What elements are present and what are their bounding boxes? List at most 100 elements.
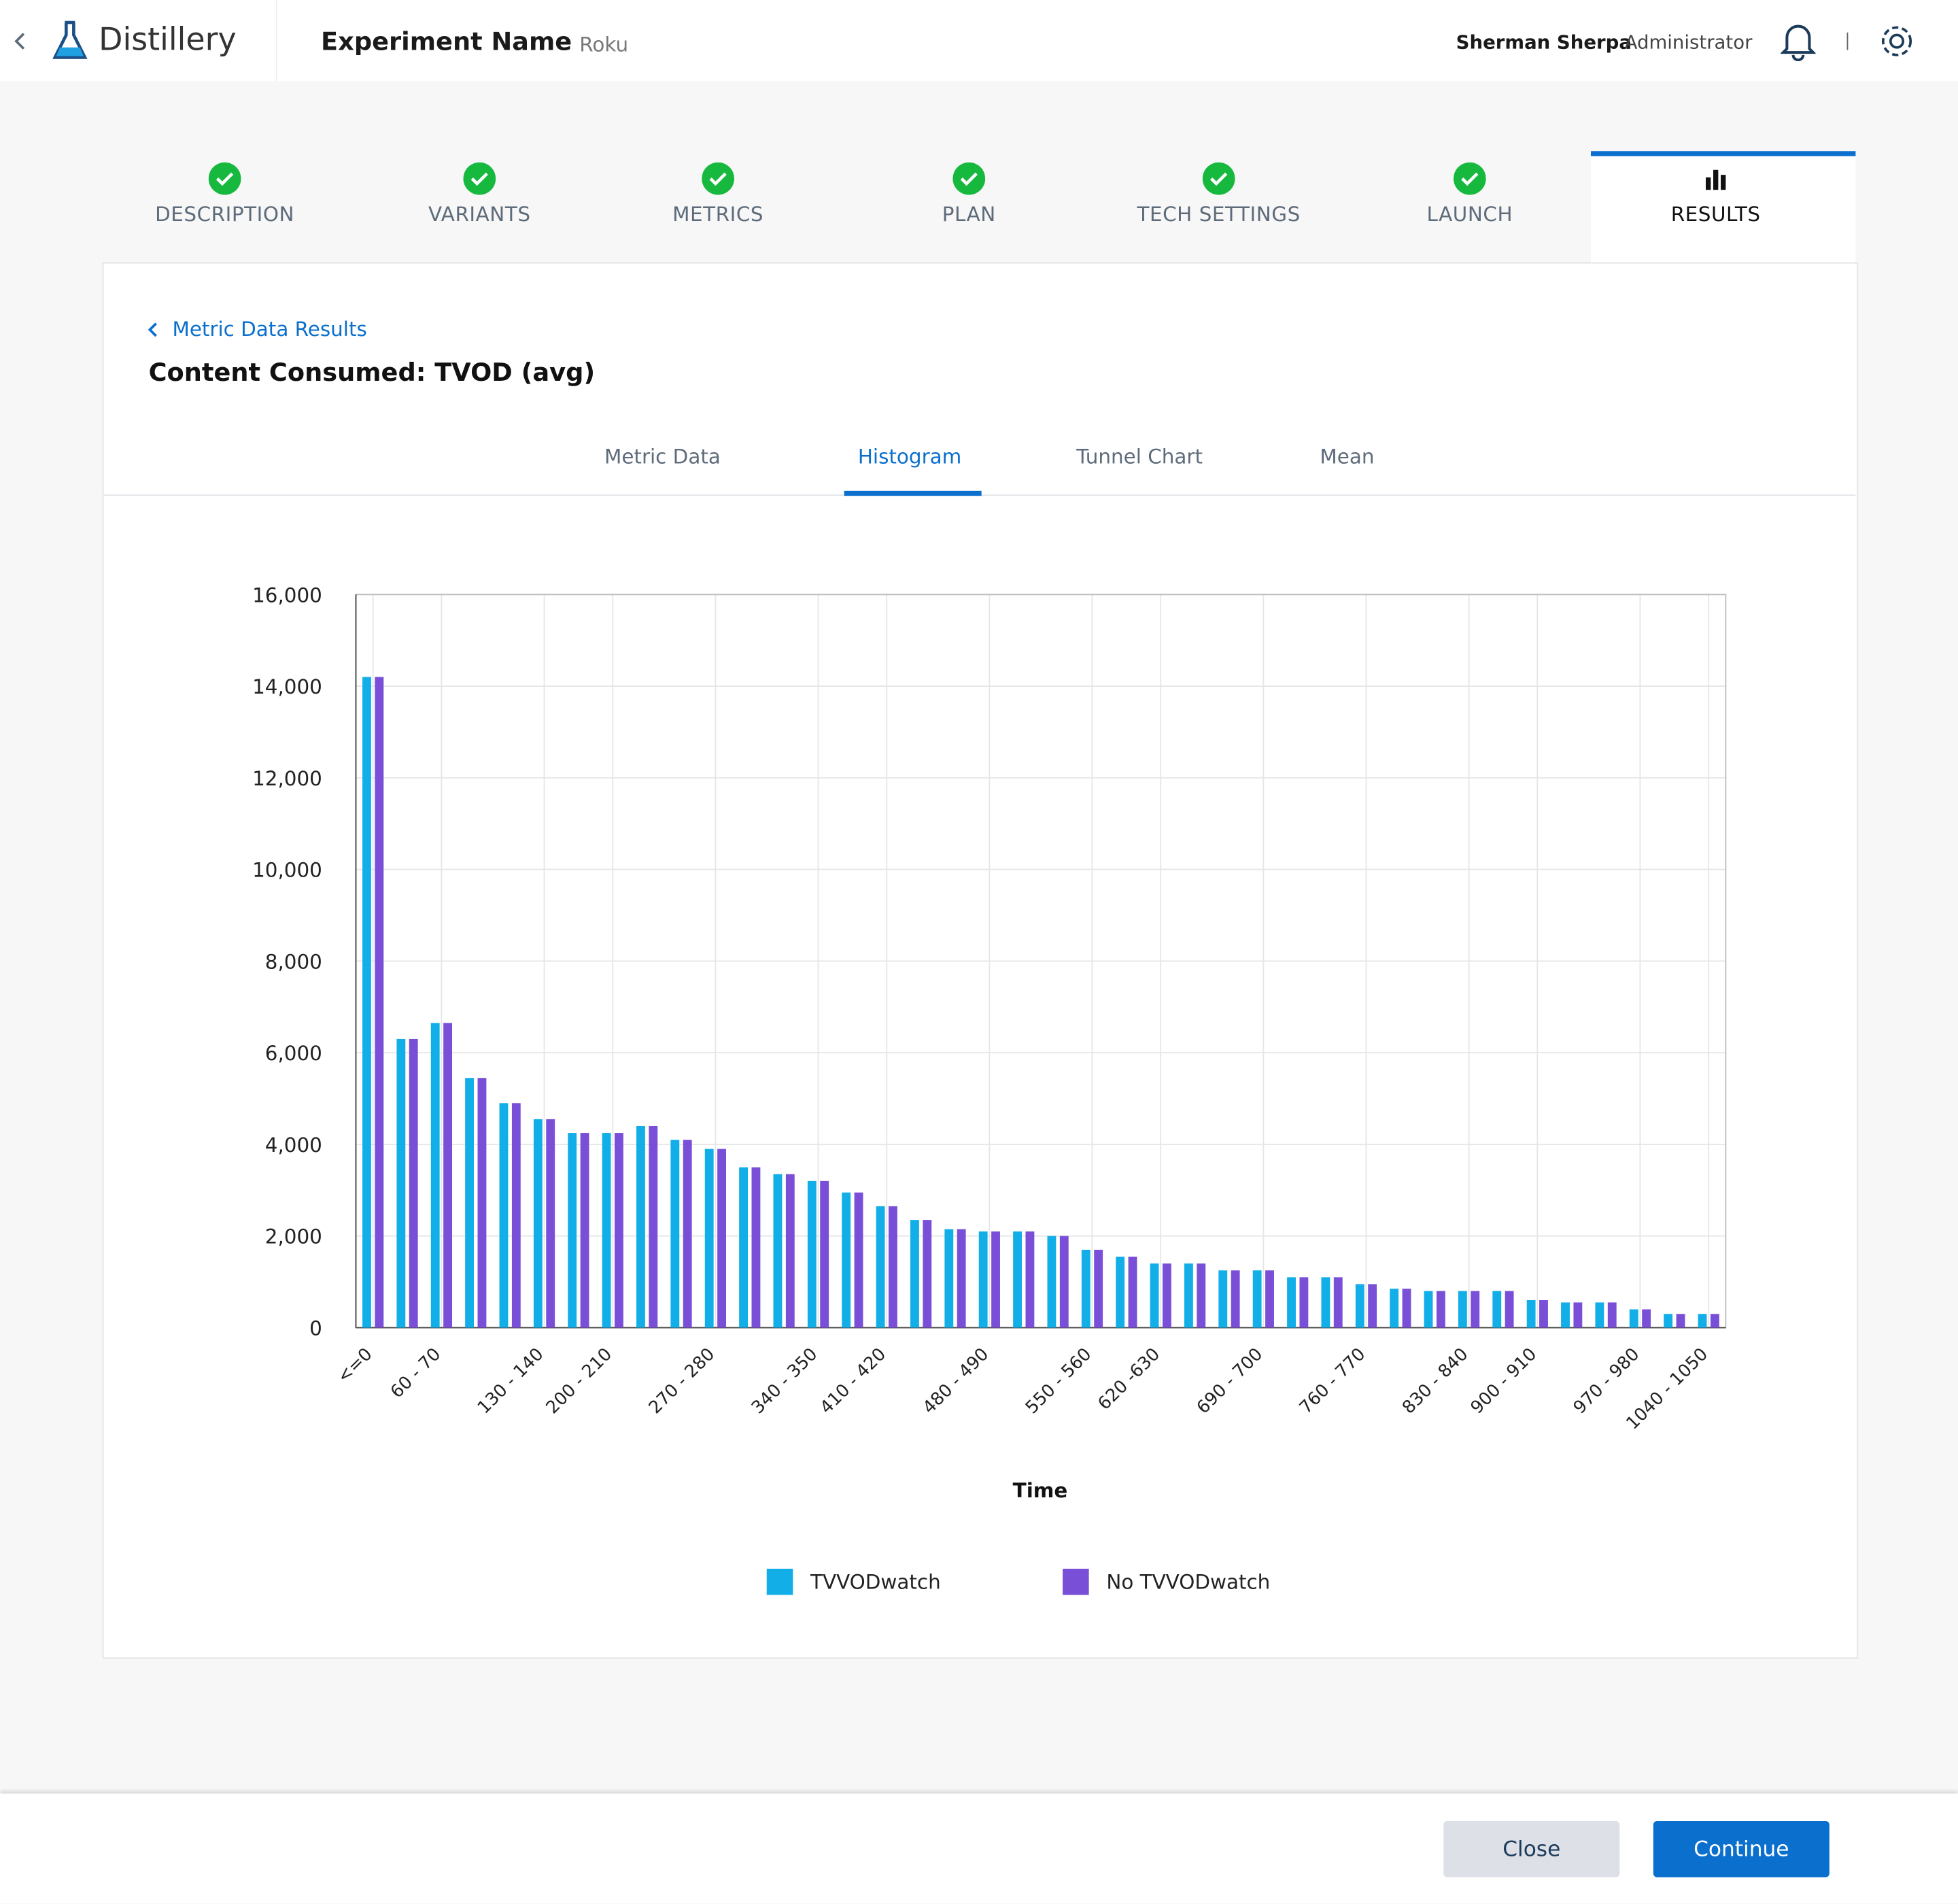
divider [1847,32,1849,50]
x-tick-label: 200 - 210 [543,1344,617,1418]
notification-icon[interactable] [1781,21,1816,62]
bar [1471,1291,1480,1328]
y-tick-label: 10,000 [252,859,322,882]
check-icon [702,162,735,195]
legend-label: TVVODwatch [810,1570,941,1593]
bar [1642,1309,1651,1328]
step-label: TECH SETTINGS [1137,202,1301,226]
breadcrumb[interactable]: Metric Data Results [172,317,367,341]
bar [1573,1302,1583,1328]
bar [1561,1302,1570,1328]
bar [1390,1289,1399,1328]
active-step-tab [1591,151,1856,264]
divider [275,0,277,82]
bar [568,1133,577,1328]
bar [1710,1314,1719,1328]
bar [465,1078,475,1328]
y-tick-label: 12,000 [252,767,322,790]
bar [1595,1302,1604,1328]
back-icon[interactable] [12,31,27,51]
bar [477,1078,487,1328]
step-tab[interactable]: VARIANTS [355,162,604,226]
bar [1025,1231,1035,1328]
bar [1184,1263,1193,1328]
bar [362,677,371,1328]
bar [1629,1309,1638,1328]
bar [1458,1291,1467,1328]
user-role: Administrator [1624,31,1753,54]
x-tick-label: 550 - 560 [1022,1344,1096,1418]
bar [1321,1277,1330,1328]
bar [1047,1236,1057,1328]
check-icon [1453,162,1486,195]
bar [1333,1277,1343,1328]
step-tab[interactable]: DESCRIPTION [100,162,349,226]
bar [1299,1277,1309,1328]
subtab[interactable]: Mean [1320,444,1375,469]
step-tab[interactable]: TECH SETTINGS [1094,162,1343,226]
bar [1492,1291,1502,1328]
subtab-active[interactable]: Histogram [857,444,962,469]
step-tab[interactable]: PLAN [844,162,1094,226]
check-icon [463,162,496,195]
bar [670,1140,680,1328]
bar [1505,1291,1514,1328]
y-tick-label: 0 [309,1316,322,1340]
bar [1231,1270,1240,1328]
breadcrumb-icon[interactable] [148,321,160,339]
step-label: PLAN [942,202,996,226]
bar [807,1180,817,1328]
subtab[interactable]: Metric Data [604,444,721,469]
x-tick-label: 830 - 840 [1398,1344,1473,1418]
bar [1368,1284,1377,1328]
bar [1252,1270,1262,1328]
bar [1402,1289,1411,1328]
y-tick-label: 16,000 [252,583,322,607]
bar [957,1229,966,1328]
y-tick-label: 4,000 [265,1134,322,1157]
bar [1287,1277,1296,1328]
subtab[interactable]: Tunnel Chart [1076,444,1203,469]
bar [1128,1257,1137,1328]
step-tab[interactable]: RESULTS [1591,163,1840,226]
x-tick-label: 60 - 70 [387,1344,445,1403]
bar [1013,1231,1022,1328]
continue-button[interactable]: Continue [1653,1820,1830,1877]
bar [910,1220,919,1328]
step-label: RESULTS [1670,202,1761,226]
bar [773,1174,783,1328]
histogram: 0 2,000 4,000 6,000 8,000 10,000 12,000 14,000 1… [252,583,1727,1595]
x-tick-label: 690 - 700 [1193,1344,1267,1418]
x-tick-label: 970 - 980 [1570,1344,1644,1418]
bar [511,1103,521,1328]
close-button[interactable]: Close [1443,1820,1620,1877]
bar [717,1149,726,1328]
bar [1436,1291,1445,1328]
bar [1218,1270,1228,1328]
bar [580,1133,589,1328]
bar [751,1167,761,1328]
user-name: Sherman Sherpa [1456,31,1632,54]
bar [1059,1236,1069,1328]
x-tick-label: 130 - 140 [474,1344,548,1418]
bar [546,1119,555,1328]
bar [1355,1284,1364,1328]
bar [704,1149,714,1328]
bar [443,1023,453,1328]
legend-label: No TVVODwatch [1106,1570,1270,1593]
x-tick-label: 620 -630 [1094,1344,1164,1414]
bar [1116,1257,1125,1328]
step-tab[interactable]: METRICS [593,162,842,226]
bar [888,1206,897,1328]
card-edge [102,262,1592,264]
x-tick-label: 340 - 350 [748,1344,822,1418]
bar [923,1220,932,1328]
step-tab[interactable]: LAUNCH [1345,162,1594,226]
bar [820,1180,829,1328]
settings-icon[interactable] [1877,21,1917,61]
results-icon [1705,169,1726,190]
step-label: METRICS [672,202,764,226]
bar [1698,1314,1707,1328]
bar [785,1174,795,1328]
